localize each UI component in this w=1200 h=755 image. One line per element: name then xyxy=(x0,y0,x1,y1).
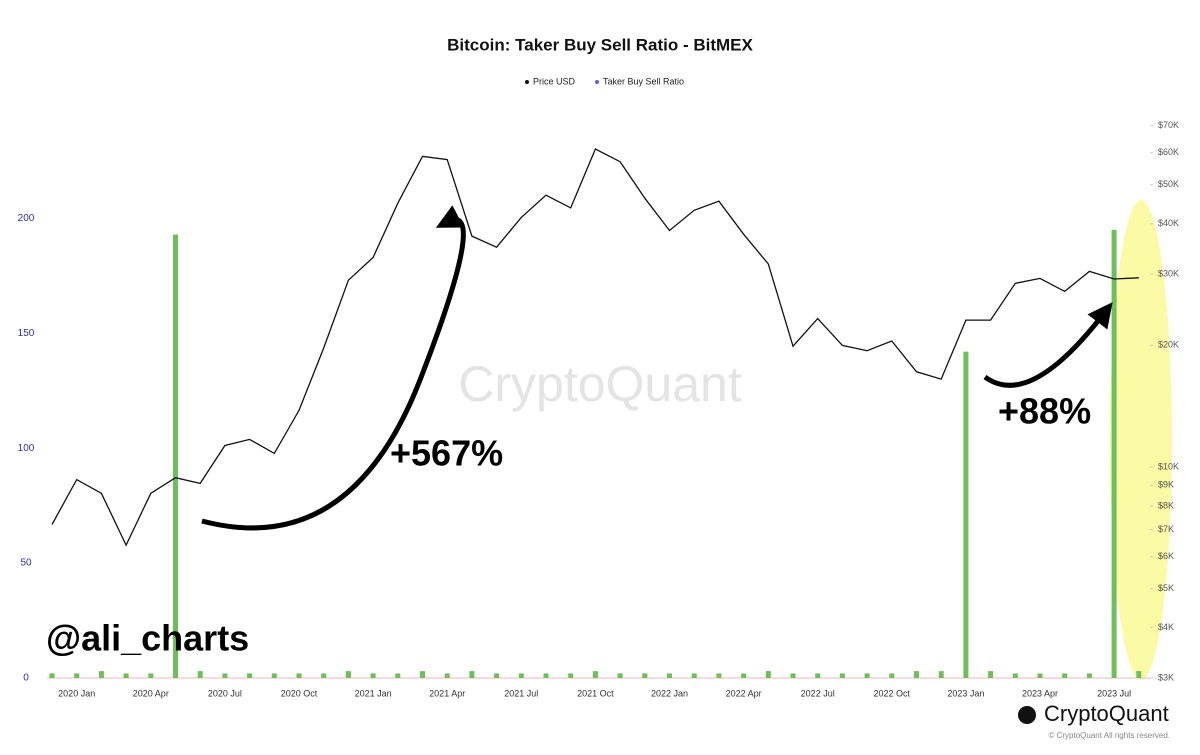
y2-tick-label: $7K xyxy=(1158,524,1174,534)
ratio-bar xyxy=(420,671,425,678)
ratio-bar xyxy=(592,671,598,678)
highlight xyxy=(1110,200,1172,680)
ratio-bar xyxy=(74,673,80,678)
y-tick-label: 200 xyxy=(18,213,35,224)
logo-icon xyxy=(1018,706,1036,724)
ratio-bar xyxy=(568,673,574,678)
ratio-bar xyxy=(543,673,549,678)
x-tick-label: 2023 Jul xyxy=(1097,688,1131,698)
x-tick-label: 2021 Jan xyxy=(355,688,392,698)
x-tick-label: 2021 Jul xyxy=(504,688,538,698)
ratio-bar xyxy=(469,671,475,678)
y2-tick-label: $5K xyxy=(1158,583,1174,593)
y-tick-label: 100 xyxy=(18,443,35,454)
ratio-bar xyxy=(790,673,796,678)
ratio-bar xyxy=(148,673,154,678)
ratio-bar xyxy=(988,671,994,678)
arrow xyxy=(983,302,1113,388)
ratio-bar xyxy=(741,673,747,678)
ratio-bar xyxy=(1062,673,1068,678)
ratio-bar xyxy=(444,673,450,678)
annotation: @ali_charts xyxy=(46,618,249,659)
y2-tick-label: $60K xyxy=(1158,147,1179,157)
ratio-bar xyxy=(197,671,203,678)
y-tick-label: 0 xyxy=(23,673,29,684)
copyright: © CryptoQuant All rights reserved. xyxy=(1049,731,1171,740)
x-tick-label: 2023 Jan xyxy=(947,688,984,698)
x-tick-label: 2020 Jul xyxy=(208,688,242,698)
ratio-bar xyxy=(98,671,104,678)
ratio-bar xyxy=(716,673,722,678)
y2-tick-label: $4K xyxy=(1158,622,1174,632)
y2-tick-label: $30K xyxy=(1158,269,1179,279)
ratio-bar xyxy=(617,673,623,678)
legend-marker xyxy=(525,80,529,84)
x-tick-label: 2020 Jan xyxy=(58,688,95,698)
x-tick-label: 2020 Apr xyxy=(133,688,169,698)
ratio-bar xyxy=(1136,671,1142,678)
ratio-bar xyxy=(1111,229,1117,679)
ratio-bar xyxy=(1086,673,1092,678)
watermark: CryptoQuant xyxy=(458,356,742,412)
ratio-bar xyxy=(296,673,302,678)
ratio-bar xyxy=(321,673,327,678)
ratio-bar xyxy=(963,351,969,678)
ratio-bar xyxy=(889,673,895,678)
y-tick-label: 50 xyxy=(20,558,32,569)
ratio-bar xyxy=(765,671,771,678)
ratio-bar xyxy=(839,673,845,678)
ratio-bar xyxy=(914,671,919,678)
ratio-bar xyxy=(173,234,178,678)
y2-tick-label: $9K xyxy=(1158,480,1174,490)
y2-tick-label: $3K xyxy=(1158,672,1174,682)
ratio-bar xyxy=(938,671,944,678)
chart-title: Bitcoin: Taker Buy Sell Ratio - BitMEX xyxy=(447,35,753,54)
ratio-bar xyxy=(494,673,500,678)
y2-tick-label: $70K xyxy=(1158,120,1179,130)
annotation: +567% xyxy=(390,433,503,474)
ratio-bar xyxy=(518,673,524,678)
plot-area: 0 50 100 150 200 $3K $4K $5K $6K $7K $8K $9K $10K $20… xyxy=(18,76,1179,698)
y2-tick-label: $40K xyxy=(1158,218,1179,228)
ratio-bar xyxy=(691,673,697,678)
ratio-bar xyxy=(123,673,129,678)
ratio-bar xyxy=(1012,673,1018,678)
ratio-bar xyxy=(49,673,55,678)
x-tick-label: 2020 Oct xyxy=(281,688,318,698)
y2-tick-label: $10K xyxy=(1158,461,1179,471)
x-tick-label: 2022 Apr xyxy=(726,688,762,698)
ratio-bar xyxy=(642,673,648,678)
x-tick-label: 2022 Jul xyxy=(801,688,835,698)
y2-tick-label: $50K xyxy=(1158,179,1179,189)
ratio-bar xyxy=(1037,673,1043,678)
x-tick-label: 2023 Apr xyxy=(1022,688,1058,698)
legend-marker xyxy=(595,80,599,84)
legend-label: Price USD xyxy=(533,76,576,86)
ratio-bar xyxy=(815,673,821,678)
ratio-bar xyxy=(370,673,376,678)
ratio-bar xyxy=(222,673,228,678)
arrow xyxy=(201,205,466,531)
brand: CryptoQuant xyxy=(1044,701,1169,726)
ratio-bar xyxy=(247,673,253,678)
legend-label: Taker Buy Sell Ratio xyxy=(603,76,684,86)
x-tick-label: 2021 Apr xyxy=(429,688,465,698)
ratio-bar xyxy=(864,673,870,678)
price-line xyxy=(51,148,1139,547)
y2-tick-label: $8K xyxy=(1158,500,1174,510)
annotation: +88% xyxy=(998,391,1091,432)
ratio-bar xyxy=(345,671,351,678)
y2-tick-label: $6K xyxy=(1158,551,1174,561)
ratio-bar xyxy=(395,673,401,678)
ratio-bar xyxy=(271,673,277,678)
ratio-bar xyxy=(667,673,672,678)
y-tick-label: 150 xyxy=(18,328,35,339)
x-tick-label: 2022 Jan xyxy=(651,688,688,698)
x-tick-label: 2021 Oct xyxy=(577,688,614,698)
y2-tick-label: $20K xyxy=(1158,340,1179,350)
x-tick-label: 2022 Oct xyxy=(874,688,911,698)
